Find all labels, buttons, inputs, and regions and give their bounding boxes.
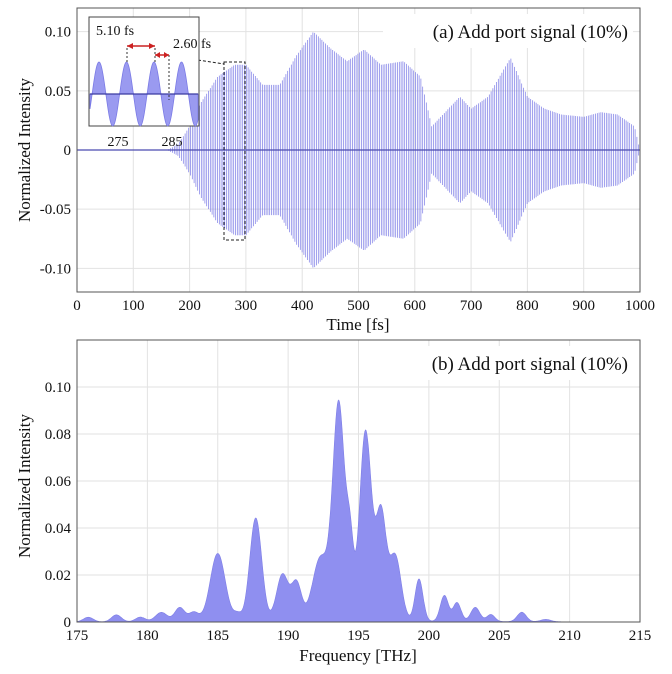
- panel-a-x-tick-label: 600: [404, 298, 427, 314]
- panel-b-y-label: Normalized Intensity: [15, 414, 34, 558]
- panel-a-x-label: Time [fs]: [326, 315, 389, 334]
- panel-b-x-tick-label: 195: [347, 628, 370, 644]
- panel-b-x-label: Frequency [THz]: [299, 646, 417, 665]
- panel-a-y-tick-label: 0: [64, 143, 72, 159]
- panel-a-x-tick-label: 1000: [625, 298, 655, 314]
- panel-a-x-ticks: 0 100 200 300 400 500 600 700 800 900 1000: [73, 298, 655, 314]
- panel-b-x-tick-label: 205: [488, 628, 511, 644]
- panel-b-x-tick-label: 200: [418, 628, 441, 644]
- panel-a-title-box: [383, 14, 633, 48]
- panel-a-y-tick-label: -0.10: [40, 261, 71, 277]
- panel-a-x-tick-label: 300: [235, 298, 258, 314]
- panel-a-title: (a) Add port signal (10%): [433, 22, 628, 43]
- inset-x-tick-275: 275: [108, 135, 129, 150]
- zoom-leader-line: [197, 59, 225, 65]
- spectrum-area: [76, 399, 641, 623]
- panel-b-frame: [76, 339, 641, 623]
- panel-a-x-tick-label: 100: [122, 298, 145, 314]
- panel-a-x-tick-label: 400: [291, 298, 314, 314]
- period-arrow-head-right: [149, 43, 155, 49]
- panel-a-waveform: [77, 32, 640, 268]
- panel-b-y-tick-label: 0.08: [45, 427, 71, 443]
- panel-b-x-tick-label: 210: [558, 628, 581, 644]
- inset: 5.10 fs 2.60 fs 275 285: [88, 16, 211, 150]
- panel-a-frame: [76, 7, 641, 293]
- panel-b-y-tick-label: 0.04: [45, 521, 72, 537]
- zoom-region-box: [223, 61, 246, 241]
- half-period-label: 2.60 fs: [173, 37, 211, 52]
- panel-b-y-tick-label: 0.10: [45, 380, 71, 396]
- panel-b-y-tick-label: 0.02: [45, 568, 71, 584]
- half-period-arrow-head-right: [164, 52, 169, 58]
- period-arrow-head-left: [127, 43, 133, 49]
- panel-b: 175 180 185 190 195 200 205 210 215 0.10 0.08 0.06…: [15, 339, 652, 665]
- panel-a-y-tick-label: -0.05: [40, 202, 71, 218]
- panel-a-y-tick-label: 0.10: [45, 25, 71, 41]
- panel-b-x-ticks: 175 180 185 190 195 200 205 210 215: [66, 628, 652, 644]
- panel-b-title-box: [383, 346, 633, 380]
- inset-x-tick-285: 285: [162, 135, 183, 150]
- panel-a-x-tick-label: 800: [516, 298, 539, 314]
- panel-a-x-tick-label: 700: [460, 298, 483, 314]
- panel-a: 0 100 200 300 400 500 600 700 800 900 1000 0.10 0.0…: [15, 7, 655, 334]
- panel-b-y-ticks: 0.10 0.08 0.06 0.04 0.02 0: [45, 380, 72, 631]
- inset-waveform: [89, 61, 199, 127]
- panel-a-x-tick-label: 900: [572, 298, 595, 314]
- panel-a-x-tick-label: 0: [73, 298, 81, 314]
- panel-b-x-tick-label: 190: [277, 628, 300, 644]
- panel-b-y-tick-label: 0.06: [45, 474, 72, 490]
- panel-b-y-tick-label: 0: [64, 615, 72, 631]
- panel-b-x-tick-label: 175: [66, 628, 89, 644]
- panel-b-x-tick-label: 185: [207, 628, 230, 644]
- panel-a-x-tick-label: 200: [178, 298, 201, 314]
- panel-a-y-tick-label: 0.05: [45, 84, 71, 100]
- half-period-arrow-head-left: [155, 52, 160, 58]
- panel-a-y-ticks: 0.10 0.05 0 -0.05 -0.10: [40, 25, 71, 278]
- panel-a-y-label: Normalized Intensity: [15, 78, 34, 222]
- period-label: 5.10 fs: [96, 24, 134, 39]
- panel-b-x-tick-label: 215: [629, 628, 652, 644]
- panel-a-x-tick-label: 500: [347, 298, 370, 314]
- panel-b-title: (b) Add port signal (10%): [432, 354, 628, 375]
- panel-b-x-tick-label: 180: [136, 628, 159, 644]
